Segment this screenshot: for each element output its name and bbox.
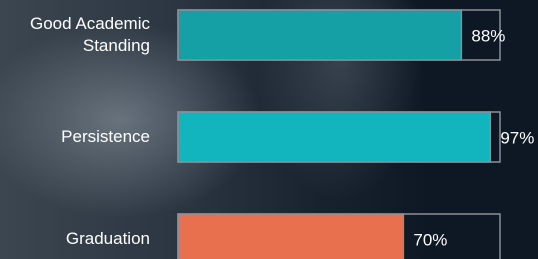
bar <box>178 112 490 162</box>
chart: 88% 97% 70% Good Academic Standing Persiste… <box>0 0 538 259</box>
value-label: 97% <box>500 128 534 147</box>
value-label: 88% <box>471 26 505 45</box>
bar <box>178 10 461 60</box>
category-label: Graduation <box>0 228 150 250</box>
category-label: Good Academic Standing <box>0 13 150 57</box>
bar <box>178 214 403 259</box>
value-label: 70% <box>413 230 447 249</box>
category-label: Persistence <box>0 126 150 148</box>
